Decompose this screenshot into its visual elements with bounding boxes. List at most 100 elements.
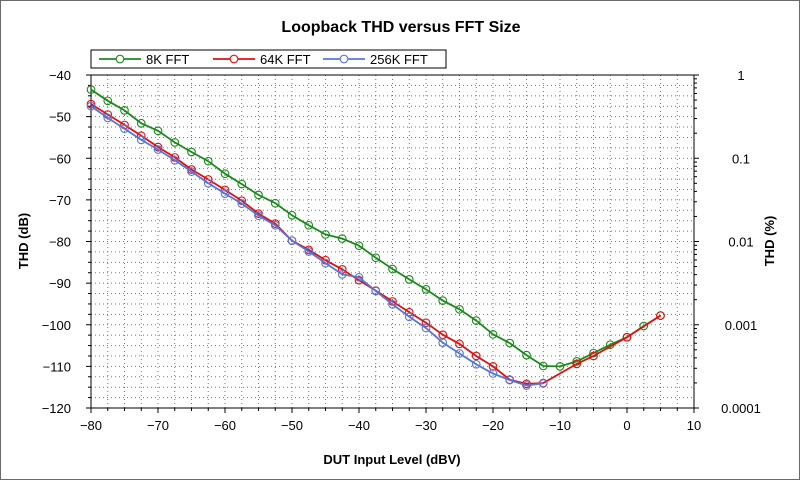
data-point	[321, 258, 330, 268]
legend-label: 256K FFT	[370, 52, 428, 67]
data-point	[404, 312, 414, 322]
data-point	[187, 147, 196, 157]
x-axis-label: DUT Input Level (dBV)	[323, 452, 460, 467]
series-group	[86, 85, 665, 390]
legend-box	[90, 49, 447, 69]
data-point	[220, 189, 230, 198]
data-point	[471, 351, 481, 361]
data-point	[639, 321, 649, 331]
legend-item: 256K FFT	[323, 52, 428, 67]
legend-marker	[229, 54, 239, 64]
data-point	[471, 316, 481, 325]
data-point	[555, 362, 565, 371]
legend-marker	[115, 54, 125, 64]
data-point	[153, 145, 163, 154]
y-tick-label: −80	[49, 235, 71, 250]
x-tick-label: −20	[482, 418, 504, 433]
data-point	[287, 210, 297, 220]
data-point	[572, 359, 582, 369]
x-tick-label: −10	[549, 418, 571, 433]
y2-tick-label: 1	[737, 68, 744, 83]
x-tick-label: −40	[348, 418, 370, 433]
y-tick-label: −110	[43, 359, 71, 374]
x-tick-label: −60	[214, 418, 236, 433]
data-point	[220, 169, 230, 179]
y-tick-label: −40	[49, 68, 71, 83]
x-tick-label: −30	[415, 418, 437, 433]
data-point	[488, 369, 498, 378]
y-tick-label: −60	[49, 151, 71, 166]
data-point	[421, 323, 431, 333]
grid	[90, 74, 695, 409]
data-point	[337, 265, 347, 274]
data-point	[237, 179, 247, 189]
data-point	[522, 350, 531, 360]
legend-label: 8K FFT	[146, 52, 189, 67]
data-point	[254, 211, 263, 221]
data-point	[388, 264, 397, 274]
data-point	[354, 241, 364, 251]
data-point	[656, 311, 665, 320]
data-point	[120, 124, 129, 134]
data-point	[622, 332, 632, 342]
data-point	[103, 113, 113, 123]
data-point	[438, 296, 448, 305]
y2-tick-label: 0.001	[725, 318, 758, 333]
data-point	[337, 270, 347, 279]
legend: 8K FFT 64K FFT 256K FFT	[90, 49, 447, 69]
data-point	[522, 381, 531, 390]
legend-label: 64K FFT	[260, 52, 311, 67]
data-point	[421, 285, 431, 294]
y2-axis-label: THD (%)	[762, 216, 777, 267]
data-point	[153, 126, 163, 136]
data-point	[136, 135, 146, 145]
legend-item: 8K FFT	[99, 52, 189, 67]
data-point	[103, 96, 113, 106]
data-point	[371, 253, 381, 263]
legend-item: 64K FFT	[213, 52, 311, 67]
data-point	[421, 318, 431, 328]
data-point	[170, 155, 180, 165]
x-tick-label: −70	[147, 418, 169, 433]
data-point	[170, 138, 180, 147]
series-8k-fft	[86, 85, 665, 371]
x-tick-label: −50	[281, 418, 303, 433]
data-point	[488, 329, 498, 339]
data-point	[203, 178, 213, 188]
y2-tick-label: 0.1	[732, 151, 750, 166]
data-point	[505, 375, 515, 385]
data-point	[455, 304, 464, 314]
legend-marker	[339, 54, 349, 64]
data-point	[136, 118, 146, 128]
x-tick-label: 10	[687, 418, 701, 433]
y-tick-label: −120	[42, 401, 71, 416]
axis-ticks: −80 −70 −60 −50 −40 −30 −20 −10 0 10 −40 −50 −60 −70 −…	[42, 68, 761, 433]
data-point	[438, 338, 448, 347]
y-tick-label: −90	[49, 276, 71, 291]
data-point	[203, 156, 213, 166]
data-point	[187, 167, 196, 176]
y-tick-label: −70	[49, 193, 71, 208]
data-point	[86, 85, 96, 94]
data-point	[538, 379, 548, 388]
data-point	[304, 247, 314, 256]
data-point	[254, 190, 263, 200]
series-line	[90, 88, 661, 368]
data-point	[120, 106, 129, 115]
data-point	[471, 359, 481, 369]
y-tick-label: −50	[49, 110, 71, 125]
data-point	[404, 275, 414, 284]
series-256k-fft	[86, 101, 548, 390]
x-tick-label: −80	[80, 418, 102, 433]
data-point	[455, 339, 464, 349]
y2-tick-label: 0.0001	[721, 401, 761, 416]
data-point	[270, 198, 280, 208]
y-tick-label: −100	[42, 318, 71, 333]
series-line	[90, 105, 544, 387]
data-point	[589, 351, 598, 361]
data-point	[287, 236, 297, 246]
data-point	[455, 349, 464, 358]
data-point	[354, 272, 364, 282]
